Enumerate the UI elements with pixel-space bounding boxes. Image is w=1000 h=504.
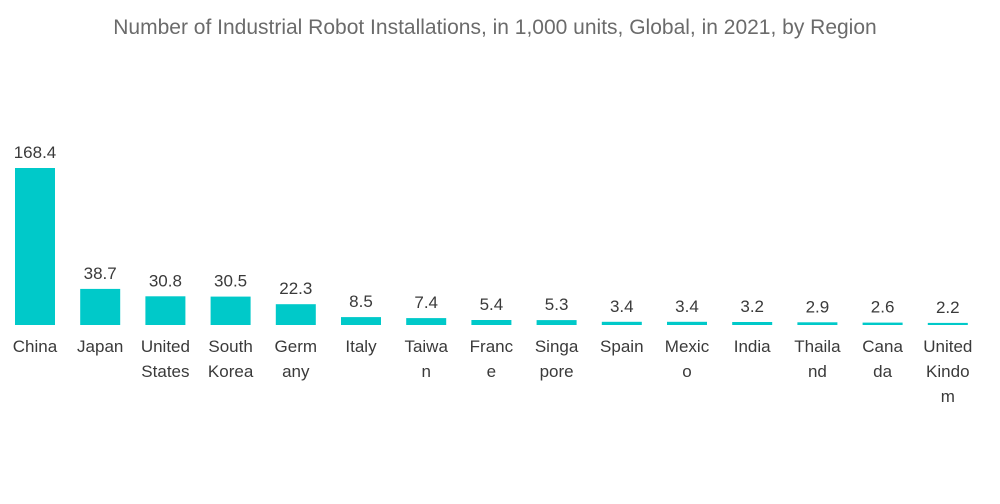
category-label: China [13,337,58,356]
value-label: 3.2 [740,297,764,316]
value-label: 8.5 [349,292,373,311]
chart-title: Number of Industrial Robot Installations… [113,16,877,39]
bars-layer [15,168,968,325]
category-label: States [141,362,189,381]
value-label: 5.4 [480,295,504,314]
value-label: 3.4 [675,297,699,316]
category-label: n [421,362,430,381]
bar [210,296,251,325]
bar [732,322,773,325]
category-label: Thaila [794,337,841,356]
bar [15,168,55,325]
bar [797,322,838,325]
value-label: 2.9 [806,297,830,316]
category-label: Italy [345,337,377,356]
category-label: Kindo [926,362,969,381]
category-label: e [487,362,496,381]
bar [275,304,316,325]
bar [862,322,903,325]
bar [471,320,512,325]
bar [601,321,642,325]
category-label: India [734,337,771,356]
value-label: 3.4 [610,297,634,316]
category-label: Franc [470,337,514,356]
category-label: United [141,337,190,356]
category-label: any [282,362,310,381]
category-label: Japan [77,337,123,356]
category-label: United [923,337,972,356]
bar [80,288,121,325]
bar [667,321,707,325]
bar [406,318,447,325]
value-labels-layer: 168.4 38.7 30.8 30.5 22.3 8.5 7.4 5.4 5.3 3.4 3.4 3… [14,143,960,317]
value-label: 5.3 [545,295,569,314]
category-label: pore [540,362,574,381]
category-labels-layer: China Japan United States South Korea Germ any I… [13,337,973,406]
category-label: Korea [208,362,254,381]
bar [145,296,186,325]
category-label: Germ [275,337,318,356]
value-label: 168.4 [14,143,57,162]
bar [927,322,968,325]
category-label: South [208,337,252,356]
value-label: 7.4 [414,293,438,312]
value-label: 22.3 [279,279,312,298]
value-label: 2.6 [871,298,895,317]
category-label: Singa [535,337,579,356]
value-label: 30.5 [214,272,247,291]
category-label: Taiwa [404,337,448,356]
category-label: o [682,362,691,381]
category-label: Cana [862,337,903,356]
category-label: nd [808,362,827,381]
bar [536,320,577,325]
value-label: 30.8 [149,271,182,290]
category-label: Spain [600,337,643,356]
value-label: 38.7 [84,264,117,283]
value-label: 2.2 [936,298,960,317]
category-label: Mexic [665,337,710,356]
category-label: m [941,387,955,406]
bar [341,317,381,325]
category-label: da [873,362,892,381]
